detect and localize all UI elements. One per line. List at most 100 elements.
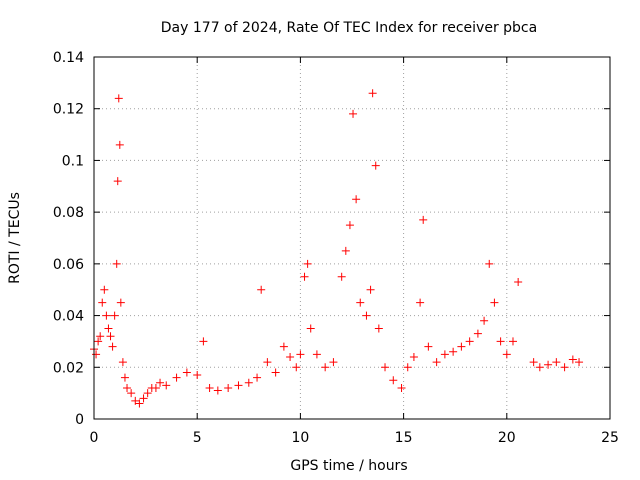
data-point-marker	[244, 378, 253, 387]
data-point-marker	[234, 381, 243, 390]
data-point-marker	[389, 376, 398, 385]
y-tick-labels: 0 0.02 0.04 0.06 0.08 0.1 0.12 0.14	[53, 50, 84, 428]
data-point-marker	[424, 342, 433, 351]
data-point-marker	[300, 272, 309, 281]
data-point-marker	[143, 389, 152, 398]
data-point-marker	[529, 358, 538, 367]
data-point-marker	[306, 324, 315, 333]
data-point-marker	[457, 342, 466, 351]
y-tick-label: 0.08	[53, 205, 84, 221]
x-tick-label: 25	[601, 430, 619, 446]
y-tick-label: 0.12	[53, 102, 84, 118]
data-point-marker	[362, 311, 371, 320]
x-axis-label: GPS time / hours	[290, 458, 407, 474]
data-point-marker	[193, 371, 202, 380]
data-point-marker	[440, 350, 449, 359]
data-point-marker	[552, 358, 561, 367]
data-point-marker	[108, 342, 117, 351]
axis-ticks	[93, 56, 611, 420]
data-point-marker	[263, 358, 272, 367]
data-point-marker	[356, 298, 365, 307]
data-point-marker	[496, 337, 505, 346]
data-point-marker	[96, 332, 105, 341]
data-point-marker	[371, 161, 380, 170]
data-point-marker	[120, 373, 129, 382]
data-point-marker	[205, 383, 214, 392]
x-tick-label: 5	[193, 430, 202, 446]
data-point-marker	[115, 140, 124, 149]
data-point-marker	[296, 350, 305, 359]
chart-title: Day 177 of 2024, Rate Of TEC Index for r…	[161, 20, 537, 36]
x-tick-label: 0	[90, 430, 99, 446]
data-point-marker	[131, 396, 140, 405]
data-point-marker	[514, 277, 523, 286]
data-point-marker	[508, 337, 517, 346]
data-point-marker	[286, 352, 295, 361]
y-tick-label: 0.1	[62, 153, 84, 169]
data-point-marker	[575, 358, 584, 367]
data-point-marker	[312, 350, 321, 359]
data-point-marker	[341, 246, 350, 255]
data-point-marker	[257, 285, 266, 294]
data-point-marker	[432, 358, 441, 367]
data-point-marker	[409, 352, 418, 361]
data-point-marker	[112, 259, 121, 268]
data-point-marker	[321, 363, 330, 372]
data-point-marker	[271, 368, 280, 377]
data-point-marker	[156, 378, 165, 387]
data-point-marker	[224, 383, 233, 392]
data-point-marker	[162, 381, 171, 390]
data-point-marker	[560, 363, 569, 372]
y-tick-label: 0	[75, 412, 84, 428]
data-point-marker	[172, 373, 181, 382]
data-point-marker	[416, 298, 425, 307]
data-point-marker	[345, 221, 354, 230]
data-point-marker	[114, 94, 123, 103]
data-point-marker	[253, 373, 262, 382]
data-point-marker	[100, 285, 109, 294]
data-point-marker	[127, 389, 136, 398]
data-point-marker	[213, 386, 222, 395]
y-tick-label: 0.04	[53, 309, 84, 325]
data-point-marker	[366, 285, 375, 294]
data-point-marker	[303, 259, 312, 268]
data-point-marker	[397, 383, 406, 392]
data-point-marker	[199, 337, 208, 346]
data-point-marker	[368, 89, 377, 98]
data-point-marker	[135, 399, 144, 408]
y-tick-label: 0.06	[53, 257, 84, 273]
y-tick-label: 0.02	[53, 360, 84, 376]
x-tick-label: 10	[291, 430, 309, 446]
data-point-marker	[92, 350, 101, 359]
data-point-marker	[544, 360, 553, 369]
data-point-marker	[465, 337, 474, 346]
data-point-marker	[485, 259, 494, 268]
data-point-marker	[449, 347, 458, 356]
data-point-marker	[419, 215, 428, 224]
data-point-marker	[568, 355, 577, 364]
data-points	[90, 89, 584, 408]
data-point-marker	[182, 368, 191, 377]
data-point-marker	[403, 363, 412, 372]
data-point-marker	[104, 324, 113, 333]
data-point-marker	[535, 363, 544, 372]
data-point-marker	[110, 311, 119, 320]
data-point-marker	[337, 272, 346, 281]
x-tick-labels: 0 5 10 15 20 25	[90, 430, 619, 446]
data-point-marker	[94, 337, 103, 346]
plot-frame	[93, 56, 611, 420]
data-point-marker	[139, 394, 148, 403]
data-point-marker	[292, 363, 301, 372]
x-tick-label: 15	[395, 430, 413, 446]
data-point-marker	[374, 324, 383, 333]
grid-lines	[94, 57, 610, 419]
x-tick-label: 20	[498, 430, 516, 446]
data-point-marker	[123, 383, 132, 392]
data-point-marker	[502, 350, 511, 359]
data-point-marker	[98, 298, 107, 307]
data-point-marker	[473, 329, 482, 338]
data-point-marker	[118, 358, 127, 367]
y-axis-label: ROTI / TECUs	[7, 192, 23, 284]
